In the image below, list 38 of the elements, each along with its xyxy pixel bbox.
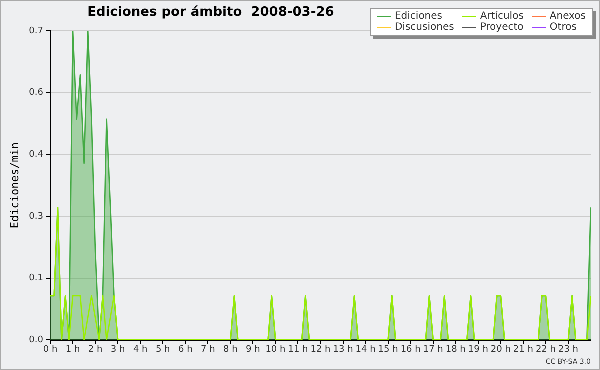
x-tick-label: 9 h — [246, 344, 260, 355]
x-tick-label: 15 h — [378, 344, 398, 355]
x-tick-label: 0 h — [43, 344, 58, 355]
legend-label: Artículos — [479, 11, 524, 22]
x-tick-label: 8 h — [224, 344, 238, 355]
x-tick-label: 20 h — [490, 344, 511, 355]
chart-title: Ediciones por ámbito 2008-03-26 — [88, 5, 334, 20]
x-tick-label: 22 h — [536, 344, 556, 355]
x-tick-label: 7 h — [201, 344, 216, 355]
x-tick-label: 10 h — [266, 344, 286, 355]
y-axis-title: Ediciones/min — [8, 142, 22, 229]
x-tick-label: 12 h — [310, 344, 331, 355]
x-tick-label: 11 h — [288, 344, 308, 355]
legend-label: Ediciones — [394, 11, 444, 22]
y-tick-label: 0.6 — [29, 88, 44, 98]
x-tick-label: 23 h — [558, 344, 578, 355]
y-tick-label: 0.1 — [29, 274, 44, 284]
x-tick-label: 13 h — [333, 344, 354, 355]
x-tick-label: 18 h — [446, 344, 466, 355]
x-tick-label: 14 h — [356, 344, 376, 355]
legend-label: Anexos — [548, 11, 586, 22]
x-tick-label: 21 h — [513, 344, 534, 355]
legend-label: Otros — [548, 22, 578, 33]
y-tick-label: 0.4 — [29, 150, 44, 160]
x-tick-label: 17 h — [423, 344, 444, 355]
y-tick-label: 0.0 — [29, 336, 44, 346]
x-tick-label: 1 h — [66, 344, 80, 355]
x-tick-label: 4 h — [133, 344, 148, 355]
x-tick-label: 2 h — [88, 344, 103, 355]
legend-label: Proyecto — [479, 22, 524, 33]
y-tick-label: 0.7 — [29, 26, 44, 36]
y-tick-label: 0.3 — [29, 212, 44, 222]
x-tick-label: 19 h — [468, 344, 488, 355]
x-tick-label: 16 h — [400, 344, 421, 355]
x-tick-label: 6 h — [178, 344, 193, 355]
x-tick-label: 3 h — [110, 344, 126, 355]
legend-label: Discusiones — [394, 22, 454, 33]
x-tick-label: 5 h — [156, 344, 170, 355]
